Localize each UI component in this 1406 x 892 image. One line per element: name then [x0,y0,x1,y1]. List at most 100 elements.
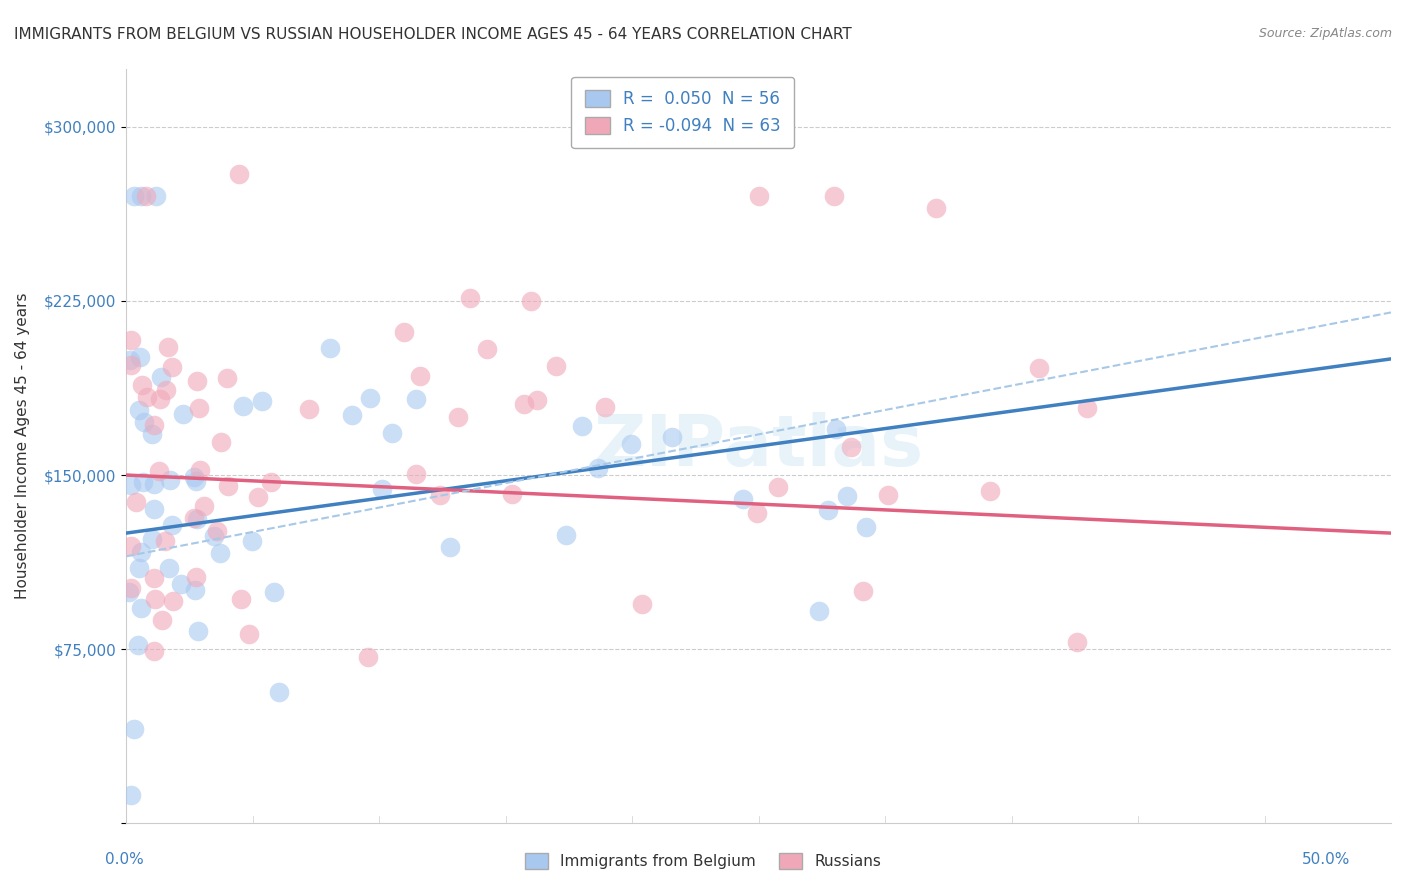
Point [405,392,427,406]
Point [129,189,152,203]
Point [183,510,205,524]
Point [298,402,321,417]
Text: Source: ZipAtlas.com: Source: ZipAtlas.com [1258,27,1392,40]
Point [263,585,285,599]
Point [170,577,193,591]
Point [156,340,179,354]
Point [155,534,177,549]
Point [513,397,536,411]
Point [150,613,173,627]
Point [187,624,209,638]
Text: 0.0%: 0.0% [105,852,145,867]
Point [162,593,184,607]
Point [209,434,232,449]
Point [128,402,150,417]
Point [371,482,394,496]
Point [979,483,1001,498]
Point [141,532,163,546]
Point [135,189,157,203]
Point [1066,634,1088,648]
Point [475,343,498,357]
Point [155,383,177,397]
Point [544,359,567,373]
Point [630,597,652,611]
Point [134,416,156,430]
Point [807,604,830,618]
Point [526,393,548,408]
Point [120,788,142,802]
Point [405,467,427,481]
Point [131,545,153,559]
Point [132,475,155,490]
Point [731,492,754,507]
Point [184,583,207,598]
Point [129,350,152,364]
Point [409,369,432,384]
Point [620,437,643,451]
Point [747,506,769,520]
Point [260,475,283,490]
Point [217,479,239,493]
Point [246,490,269,504]
Point [160,359,183,374]
Point [142,570,165,584]
Point [188,463,211,477]
Point [142,502,165,516]
Point [187,401,209,415]
Point [142,477,165,491]
Point [136,390,159,404]
Point [748,189,770,203]
Point [172,408,194,422]
Text: IMMIGRANTS FROM BELGIUM VS RUSSIAN HOUSEHOLDER INCOME AGES 45 - 64 YEARS CORRELA: IMMIGRANTS FROM BELGIUM VS RUSSIAN HOUSE… [14,27,852,42]
Point [117,585,139,599]
Point [661,430,683,444]
Point [232,399,254,413]
Point [439,540,461,554]
Point [501,486,523,500]
Point [145,189,167,203]
Point [1028,361,1050,376]
Point [766,480,789,494]
Point [359,391,381,405]
Point [458,291,481,305]
Point [149,369,172,384]
Point [149,392,172,406]
Point [817,502,839,516]
Point [120,478,142,492]
Point [250,394,273,409]
Point [141,427,163,442]
Point [319,341,342,355]
Point [131,600,153,615]
Point [924,201,946,215]
Point [122,722,145,736]
Point [554,528,576,542]
Point [193,499,215,513]
Point [208,546,231,560]
Point [120,540,142,554]
Point [131,378,153,392]
Point [120,581,142,595]
Point [120,333,142,347]
Text: ZIPatlas: ZIPatlas [593,411,924,481]
Point [184,474,207,488]
Legend: R =  0.050  N = 56, R = -0.094  N = 63: R = 0.050 N = 56, R = -0.094 N = 63 [571,77,794,148]
Point [520,293,543,308]
Point [148,464,170,478]
Point [823,189,845,203]
Point [217,371,239,385]
Point [162,517,184,532]
Point [429,488,451,502]
Point [835,489,858,503]
Point [1076,401,1098,415]
Point [205,524,228,538]
Point [118,353,141,368]
Point [127,639,149,653]
Point [392,326,415,340]
Point [186,512,208,526]
Point [876,488,898,502]
Point [238,626,260,640]
Point [122,189,145,203]
Point [128,561,150,575]
Point [381,426,404,441]
Point [588,461,610,475]
